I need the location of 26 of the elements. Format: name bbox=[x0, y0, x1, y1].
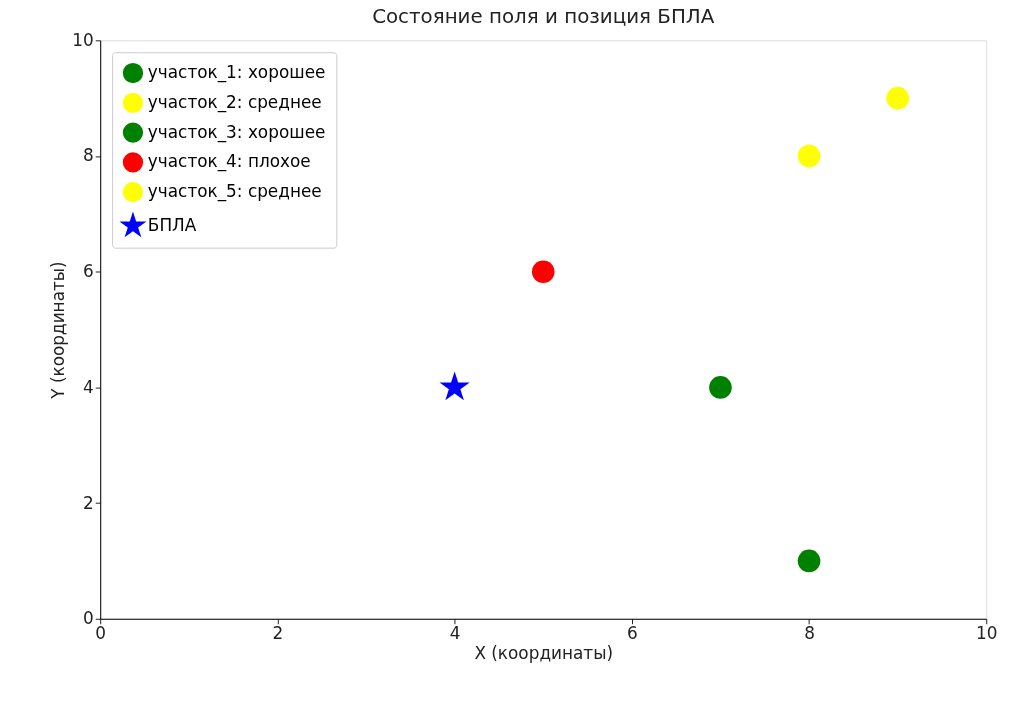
point bbox=[797, 144, 821, 168]
x-tick-label: 2 bbox=[272, 623, 284, 644]
x-axis-title: X (координаты) bbox=[474, 642, 614, 663]
y-tick-label: 8 bbox=[83, 145, 94, 166]
legend-label: участок_2: среднее bbox=[147, 91, 322, 113]
legend-label: участок_4: плохое bbox=[147, 151, 311, 173]
x-tick-label: 10 bbox=[976, 623, 998, 644]
y-tick-label: 6 bbox=[83, 261, 94, 282]
point bbox=[886, 86, 909, 110]
point bbox=[709, 376, 732, 399]
point bbox=[797, 549, 821, 573]
point bbox=[531, 260, 555, 283]
y-tick-label: 10 bbox=[72, 29, 94, 50]
y-tick-label: 4 bbox=[83, 376, 94, 397]
y-tick-label: 0 bbox=[83, 608, 94, 629]
chart-title: Состояние поля и позиция БПЛА bbox=[372, 5, 715, 29]
x-tick-label: 4 bbox=[449, 623, 461, 644]
y-axis-title: Y (координаты) bbox=[48, 261, 69, 400]
legend-label: участок_5: среднее bbox=[147, 181, 322, 203]
legend-label: БПЛА bbox=[147, 214, 197, 235]
point bbox=[439, 371, 470, 401]
x-tick-label: 8 bbox=[804, 623, 815, 644]
legend-label: участок_1: хорошее bbox=[147, 62, 326, 84]
legend-label: участок_3: хорошее bbox=[147, 121, 326, 143]
y-tick-label: 2 bbox=[83, 492, 94, 513]
x-tick-label: 6 bbox=[626, 623, 638, 644]
